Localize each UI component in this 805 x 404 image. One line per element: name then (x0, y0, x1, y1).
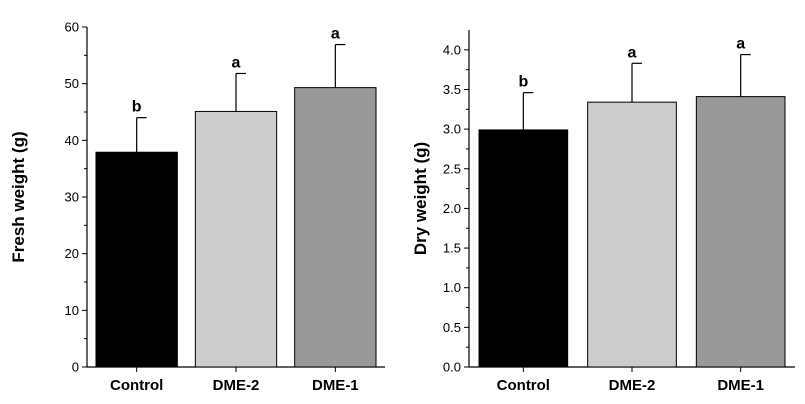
dry-y-axis-title: Dry weight (g) (411, 142, 430, 255)
dry-category-label: DME-1 (717, 377, 764, 394)
dry-y-tick-label: 0.5 (443, 320, 461, 335)
fresh-bar-dme-2 (194, 110, 278, 368)
fresh-bar-dme-1 (294, 87, 377, 368)
dry-y-tick-label: 4.0 (443, 42, 461, 57)
dry-y-tick-label: 0.0 (443, 360, 461, 375)
dry-bar-dme-2 (587, 101, 677, 368)
dry-bar-dme-1 (695, 96, 786, 368)
dry-y-tick-label: 2.5 (443, 161, 461, 176)
fresh-y-axis-title: Fresh weight (g) (9, 131, 28, 262)
dry-significance-label: a (736, 36, 745, 53)
fresh-chart: 0 10 20 30 40 50 60 Fresh weight (g) b Control a DM… (9, 20, 385, 394)
dry-significance-label: a (628, 44, 637, 61)
dry-bar-control (478, 129, 569, 368)
fresh-y-tick-label: 30 (65, 190, 79, 205)
dry-category-label: DME-2 (609, 377, 656, 394)
dry-y-tick-label: 3.5 (443, 82, 461, 97)
fresh-significance-label: b (132, 99, 142, 116)
dry-category-label: Control (497, 377, 550, 394)
dry-chart: 0.0 0.5 1.0 1.5 2.0 2.5 3.0 3.5 4.0 Dry weight (g… (411, 30, 795, 394)
fresh-y-tick-label: 10 (65, 303, 79, 318)
dry-y-tick-label: 1.0 (443, 280, 461, 295)
fresh-y-tick-label: 60 (65, 20, 79, 35)
dry-y-tick-label: 1.5 (443, 241, 461, 256)
fresh-y-tick-label: 50 (65, 76, 79, 91)
fresh-y-tick-label: 40 (65, 133, 79, 148)
fresh-category-label: DME-1 (312, 377, 359, 394)
fresh-bar-control (95, 151, 178, 368)
fresh-category-label: DME-2 (213, 377, 260, 394)
fresh-significance-label: a (232, 54, 241, 71)
dry-significance-label: b (518, 74, 528, 91)
dry-y-tick-label: 2.0 (443, 201, 461, 216)
fresh-y-tick-label: 0 (72, 360, 79, 375)
fresh-category-label: Control (110, 377, 163, 394)
dry-y-tick-label: 3.0 (443, 122, 461, 137)
fresh-significance-label: a (331, 26, 340, 43)
fresh-y-tick-label: 20 (65, 246, 79, 261)
